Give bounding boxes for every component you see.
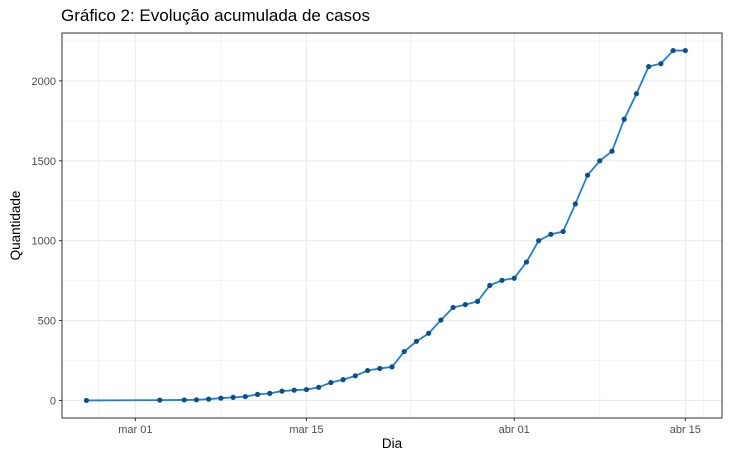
y-tick-label: 0 bbox=[50, 395, 56, 407]
data-point bbox=[303, 386, 310, 393]
data-point bbox=[438, 317, 444, 323]
data-point bbox=[157, 397, 163, 403]
data-point bbox=[572, 201, 578, 207]
data-point bbox=[193, 397, 200, 403]
data-point bbox=[230, 394, 236, 400]
data-point bbox=[328, 379, 334, 386]
data-point bbox=[584, 172, 591, 178]
data-point bbox=[181, 397, 187, 403]
data-point bbox=[487, 282, 493, 289]
y-axis-label: Quantidade bbox=[8, 191, 23, 261]
data-point bbox=[682, 47, 688, 54]
data-point bbox=[658, 61, 664, 67]
x-tick-label: abr 15 bbox=[670, 424, 701, 436]
data-point bbox=[621, 116, 627, 122]
data-point bbox=[364, 367, 371, 374]
x-axis-label: Dia bbox=[382, 436, 403, 451]
data-point bbox=[267, 390, 273, 396]
y-tick-label: 1500 bbox=[32, 156, 56, 168]
data-point bbox=[548, 231, 554, 237]
x-tick-label: abr 01 bbox=[499, 424, 530, 436]
series-line-path bbox=[86, 49, 686, 402]
data-point bbox=[633, 91, 640, 97]
data-point bbox=[291, 387, 297, 393]
data-point bbox=[609, 148, 615, 154]
data-point bbox=[499, 277, 505, 283]
data-point bbox=[316, 384, 322, 390]
data-point bbox=[646, 63, 652, 70]
y-axis-ticks: 0 500 1000 1500 2000 bbox=[32, 76, 62, 407]
data-points bbox=[83, 47, 688, 404]
data-point bbox=[462, 301, 468, 308]
y-tick-label: 500 bbox=[38, 316, 56, 328]
data-point bbox=[426, 330, 432, 336]
data-point bbox=[450, 304, 456, 311]
x-tick-label: mar 15 bbox=[289, 424, 323, 436]
data-point bbox=[340, 377, 346, 383]
data-point bbox=[377, 365, 383, 372]
data-point bbox=[597, 158, 603, 164]
data-point bbox=[254, 391, 261, 397]
major-gridlines bbox=[62, 33, 722, 418]
minor-gridlines bbox=[62, 33, 722, 418]
data-point bbox=[511, 275, 517, 281]
data-point bbox=[560, 228, 566, 235]
panel-border bbox=[61, 32, 723, 419]
data-point bbox=[242, 393, 248, 400]
data-point bbox=[401, 348, 407, 355]
y-tick-label: 2000 bbox=[32, 76, 56, 88]
data-point bbox=[474, 298, 481, 304]
data-point bbox=[413, 338, 420, 344]
data-point bbox=[523, 259, 530, 265]
data-point bbox=[352, 373, 358, 379]
data-point bbox=[389, 364, 395, 370]
x-axis-ticks: mar 01 mar 15 abr 01 abr 15 bbox=[118, 418, 701, 436]
x-tick-label: mar 01 bbox=[118, 424, 152, 436]
chart-title: Gráfico 2: Evolução acumulada de casos bbox=[61, 6, 371, 25]
data-point bbox=[218, 395, 224, 401]
data-point bbox=[83, 397, 90, 404]
y-tick-label: 1000 bbox=[32, 236, 56, 248]
data-point bbox=[670, 47, 676, 54]
data-point bbox=[279, 388, 285, 394]
data-point bbox=[206, 396, 212, 402]
series-line bbox=[86, 49, 686, 402]
data-point bbox=[536, 238, 542, 244]
